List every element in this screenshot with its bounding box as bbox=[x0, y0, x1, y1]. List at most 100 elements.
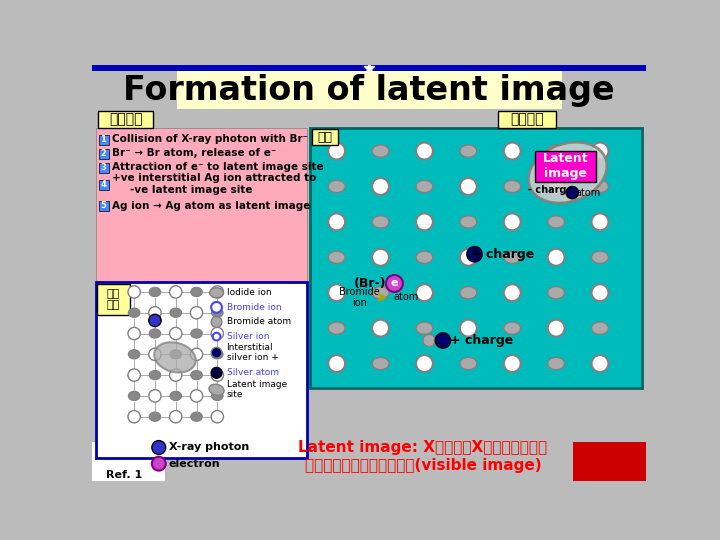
Ellipse shape bbox=[548, 145, 564, 157]
Circle shape bbox=[328, 284, 345, 301]
Text: Latent image: X光片已被X光照射之區域，: Latent image: X光片已被X光照射之區域， bbox=[298, 440, 547, 455]
Text: atom: atom bbox=[576, 188, 601, 198]
Circle shape bbox=[212, 333, 220, 340]
Text: 2: 2 bbox=[100, 149, 107, 158]
Ellipse shape bbox=[191, 329, 202, 338]
Circle shape bbox=[435, 333, 451, 348]
Ellipse shape bbox=[416, 180, 433, 193]
Ellipse shape bbox=[209, 384, 224, 395]
Ellipse shape bbox=[528, 142, 607, 203]
Circle shape bbox=[328, 143, 345, 159]
Text: Bromide
ion: Bromide ion bbox=[339, 287, 380, 308]
Ellipse shape bbox=[592, 180, 608, 193]
Circle shape bbox=[386, 275, 403, 292]
Bar bbox=[573, 442, 647, 481]
Text: Attraction of e⁻ to latent image site: Attraction of e⁻ to latent image site bbox=[112, 162, 323, 172]
Ellipse shape bbox=[149, 329, 161, 338]
Bar bbox=[99, 179, 109, 190]
Text: 5: 5 bbox=[100, 201, 107, 210]
Circle shape bbox=[211, 302, 222, 313]
Text: 3: 3 bbox=[101, 163, 107, 172]
Text: Ref. 1: Ref. 1 bbox=[106, 470, 142, 480]
Circle shape bbox=[211, 367, 222, 378]
Circle shape bbox=[211, 369, 223, 381]
Text: (Br-): (Br-) bbox=[354, 277, 387, 290]
Ellipse shape bbox=[328, 180, 345, 193]
Ellipse shape bbox=[372, 287, 389, 299]
Text: Latent
image: Latent image bbox=[543, 152, 588, 180]
Ellipse shape bbox=[128, 350, 140, 359]
Circle shape bbox=[504, 213, 521, 231]
Ellipse shape bbox=[372, 357, 389, 370]
Bar bbox=[99, 163, 109, 173]
Ellipse shape bbox=[191, 370, 202, 380]
Circle shape bbox=[211, 286, 223, 298]
Bar bbox=[99, 201, 109, 211]
Ellipse shape bbox=[416, 251, 433, 264]
Circle shape bbox=[211, 347, 222, 358]
Circle shape bbox=[460, 249, 477, 266]
Circle shape bbox=[328, 355, 345, 372]
Circle shape bbox=[170, 286, 182, 298]
Ellipse shape bbox=[372, 145, 389, 157]
Circle shape bbox=[170, 410, 182, 423]
Circle shape bbox=[149, 314, 161, 327]
Text: 但仍未產成胉眼可見之影像(visible image): 但仍未產成胉眼可見之影像(visible image) bbox=[305, 458, 541, 472]
Bar bbox=[97, 284, 130, 315]
Text: 1: 1 bbox=[100, 135, 107, 144]
Text: Silver atom: Silver atom bbox=[227, 368, 279, 377]
Circle shape bbox=[416, 284, 433, 301]
Circle shape bbox=[152, 441, 166, 455]
Ellipse shape bbox=[170, 392, 181, 401]
Text: Iodide ion: Iodide ion bbox=[227, 288, 271, 297]
Circle shape bbox=[416, 355, 433, 372]
Ellipse shape bbox=[212, 308, 223, 318]
Circle shape bbox=[548, 320, 564, 336]
Ellipse shape bbox=[154, 342, 196, 373]
Ellipse shape bbox=[149, 287, 161, 296]
Circle shape bbox=[152, 457, 166, 470]
Text: Br⁻ → Br atom, release of e⁻: Br⁻ → Br atom, release of e⁻ bbox=[112, 148, 276, 158]
Circle shape bbox=[211, 410, 223, 423]
Text: + charge: + charge bbox=[472, 248, 535, 261]
Ellipse shape bbox=[548, 215, 564, 228]
Ellipse shape bbox=[128, 392, 140, 401]
Ellipse shape bbox=[592, 322, 608, 334]
Circle shape bbox=[592, 213, 608, 231]
Bar bbox=[96, 282, 307, 457]
Ellipse shape bbox=[149, 412, 161, 421]
Bar bbox=[92, 442, 165, 481]
Ellipse shape bbox=[504, 251, 521, 264]
Text: 文字解說: 文字解說 bbox=[109, 112, 143, 126]
Ellipse shape bbox=[460, 287, 477, 299]
Circle shape bbox=[460, 178, 477, 195]
Bar bbox=[99, 148, 109, 159]
Circle shape bbox=[372, 178, 389, 195]
Ellipse shape bbox=[128, 308, 140, 318]
Circle shape bbox=[592, 143, 608, 159]
Ellipse shape bbox=[548, 287, 564, 299]
Circle shape bbox=[149, 307, 161, 319]
Circle shape bbox=[460, 320, 477, 336]
Circle shape bbox=[423, 334, 435, 347]
Circle shape bbox=[328, 213, 345, 231]
Ellipse shape bbox=[170, 350, 181, 359]
Ellipse shape bbox=[328, 251, 345, 264]
Text: atom: atom bbox=[393, 292, 418, 302]
Ellipse shape bbox=[460, 357, 477, 370]
Text: Ag ion → Ag atom as latent image: Ag ion → Ag atom as latent image bbox=[112, 201, 310, 211]
Ellipse shape bbox=[210, 288, 223, 298]
Text: Latent image
site: Latent image site bbox=[227, 380, 287, 400]
Circle shape bbox=[548, 249, 564, 266]
Text: e: e bbox=[391, 279, 398, 288]
Text: X-ray photon: X-ray photon bbox=[168, 442, 249, 453]
Circle shape bbox=[592, 284, 608, 301]
Circle shape bbox=[592, 355, 608, 372]
Circle shape bbox=[504, 284, 521, 301]
Circle shape bbox=[211, 327, 223, 340]
Text: 4: 4 bbox=[100, 180, 107, 188]
Circle shape bbox=[170, 369, 182, 381]
Circle shape bbox=[190, 390, 203, 402]
Circle shape bbox=[128, 410, 140, 423]
Bar bbox=[92, 436, 647, 481]
